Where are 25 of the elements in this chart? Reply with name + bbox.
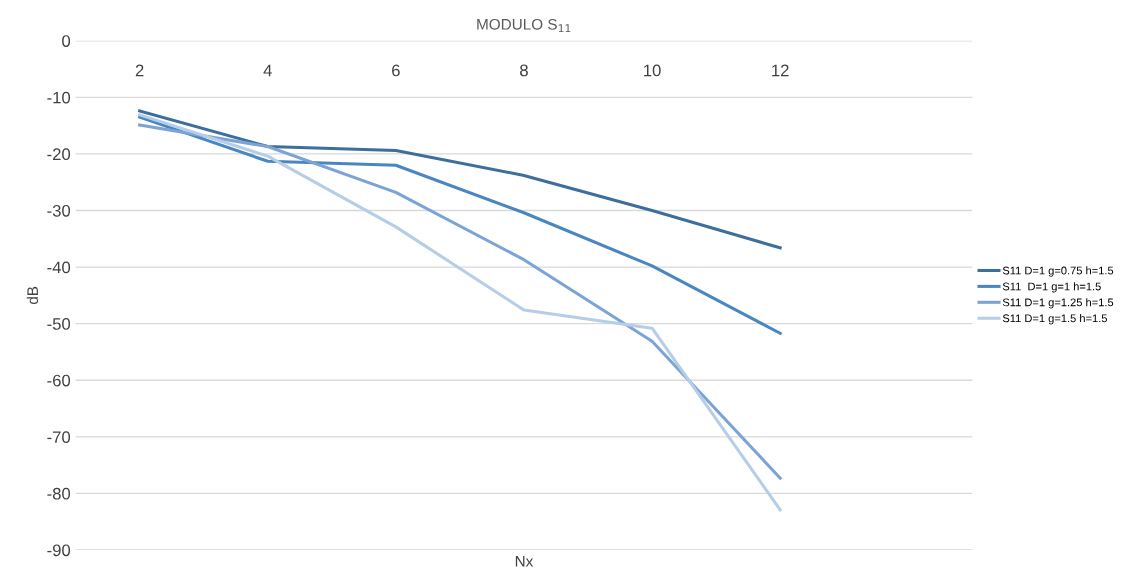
- y-axis-title: dB: [26, 286, 39, 305]
- y-tick-label: -50: [47, 318, 71, 330]
- y-tick-label: -40: [47, 261, 71, 274]
- y-tick-label: -70: [47, 431, 71, 444]
- line-series: [138, 109, 782, 250]
- legend-label: S11 D=1 g=1.25 h=1.5: [1002, 298, 1114, 309]
- y-tick-label: -30: [47, 204, 71, 217]
- y-tick-label: -10: [47, 91, 71, 104]
- y-tick-label: -80: [47, 487, 71, 500]
- x-tick-label: 2: [135, 64, 144, 77]
- y-tick-label: -60: [47, 374, 71, 387]
- legend-label: S11 D=1 g=0.75 h=1.5: [1002, 266, 1114, 277]
- y-tick-label: -90: [47, 544, 71, 557]
- x-axis-title: Nx: [515, 556, 534, 567]
- x-tick-label: 6: [392, 64, 400, 77]
- line-series: [138, 115, 782, 335]
- legend-label: S11 D=1 g=1 h=1.5: [1002, 282, 1101, 293]
- y-tick-label: -20: [47, 148, 71, 161]
- legend-label: S11 D=1 g=1.5 h=1.5: [1002, 314, 1107, 325]
- x-tick-label: 10: [644, 64, 661, 77]
- y-tick-label: 0: [62, 35, 71, 47]
- x-tick-label: 12: [772, 64, 789, 77]
- chart-title: MODULO S$_{11}$: [477, 18, 571, 33]
- x-tick-label: 4: [263, 64, 272, 77]
- x-tick-label: 8: [520, 64, 528, 77]
